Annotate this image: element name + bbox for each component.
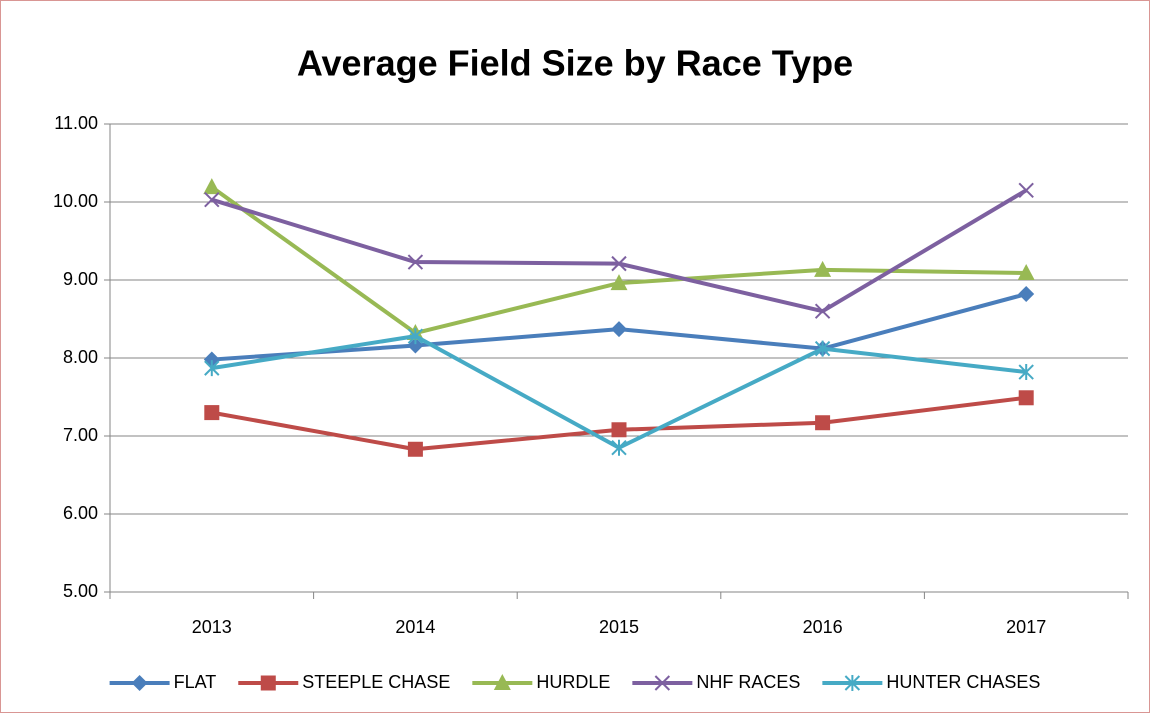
x-tick-label: 2017 (1006, 617, 1046, 637)
legend-label: NHF RACES (696, 672, 800, 692)
marker (654, 675, 671, 691)
x-tick-label: 2015 (599, 617, 639, 637)
marker (815, 415, 831, 431)
x-tick-label: 2013 (192, 617, 232, 637)
marker (611, 439, 627, 456)
marker (611, 321, 627, 338)
y-tick-label: 8.00 (63, 347, 98, 367)
y-tick-label: 6.00 (63, 503, 98, 523)
legend-label: STEEPLE CHASE (302, 672, 450, 692)
marker (611, 255, 627, 272)
marker (407, 328, 424, 345)
legend-label: FLAT (174, 672, 217, 692)
marker (611, 422, 627, 438)
y-tick-label: 11.00 (54, 113, 98, 133)
marker (203, 178, 221, 195)
y-tick-label: 5.00 (63, 581, 98, 601)
marker (1018, 390, 1034, 406)
marker (204, 360, 220, 377)
x-tick-label: 2016 (803, 617, 843, 637)
legend-label: HURDLE (536, 672, 610, 692)
marker (407, 254, 424, 270)
marker (814, 340, 831, 357)
marker (1018, 286, 1035, 303)
marker (1018, 364, 1034, 381)
marker (610, 274, 628, 291)
x-tick-label: 2014 (395, 617, 435, 637)
marker (204, 191, 220, 208)
marker (407, 441, 423, 457)
marker (131, 675, 148, 691)
marker (844, 675, 861, 691)
marker (814, 303, 831, 319)
marker (814, 260, 832, 277)
marker (493, 674, 511, 690)
marker (260, 675, 276, 691)
y-tick-label: 10.00 (53, 191, 98, 211)
y-tick-label: 9.00 (63, 269, 98, 289)
marker (1018, 182, 1034, 199)
marker (1017, 263, 1035, 280)
marker (204, 405, 220, 421)
y-tick-label: 7.00 (63, 425, 98, 445)
chart-title: Average Field Size by Race Type (297, 43, 853, 84)
legend-label: HUNTER CHASES (886, 672, 1040, 692)
legend: FLAT STEEPLE CHASE HURDLE NHF RACES HUNTER C… (109, 672, 1040, 692)
